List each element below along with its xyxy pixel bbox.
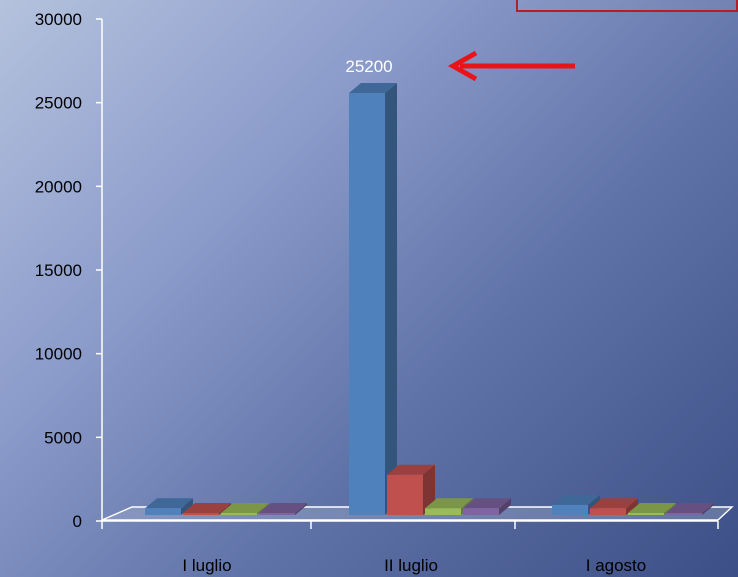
bar [259,503,307,515]
bar-top [463,498,511,509]
bar-front [221,513,257,515]
corner-frame [516,0,738,12]
bar-top [145,498,193,509]
bar-front [590,508,626,515]
x-category-label: II luglio [384,556,438,575]
bar-top [183,503,231,513]
bar [221,503,269,515]
bar [463,498,511,515]
y-tick-label: 30000 [35,10,82,29]
y-axis: 0 5000 10000 15000 20000 25000 30000 [35,10,719,531]
bar-front [349,93,385,515]
bar-front [183,513,219,515]
y-tick-label: 5000 [44,428,82,447]
bar-side [385,83,397,515]
bar-top [628,503,676,513]
bar [387,464,435,515]
bar-side [626,498,638,515]
y-tick-label: 0 [73,512,82,531]
bar [145,498,193,515]
bar-top [590,498,638,509]
bar-side [664,503,676,515]
bar-front [145,508,181,515]
bar-side [257,503,269,515]
y-tick-label: 20000 [35,177,82,196]
bar [628,503,676,515]
labels-group: I luglio II luglio I agosto [182,556,646,575]
x-category-label: I luglio [182,556,231,575]
data-label: 25200 [345,57,392,76]
bar-side [219,503,231,515]
bar-side [295,503,307,515]
bar-side [702,503,714,515]
bar [183,503,231,515]
bars-group [145,83,714,515]
bar-front [628,513,664,515]
bar-side [423,464,435,515]
bar-front [259,513,295,515]
bar [349,83,397,515]
bar-side [181,498,193,515]
y-tick-label: 10000 [35,345,82,364]
annotation-group: 25200 [345,50,575,82]
bar-top [666,503,714,513]
arrow-head [447,50,478,82]
bar-top [387,464,435,475]
x-category-label: I agosto [586,556,647,575]
bar-front [463,508,499,515]
y-tick-label: 15000 [35,261,82,280]
bar-top [425,498,473,509]
bar [666,503,714,515]
bar-front [666,513,702,515]
bar-side [499,498,511,515]
bar-top [552,494,600,505]
bar-front [425,508,461,515]
bar-top [259,503,307,513]
bar-front [387,474,423,515]
bar-top [221,503,269,513]
bar-top [349,83,397,93]
bar-front [552,504,588,515]
y-tick-label: 25000 [35,94,82,113]
bar [590,498,638,515]
